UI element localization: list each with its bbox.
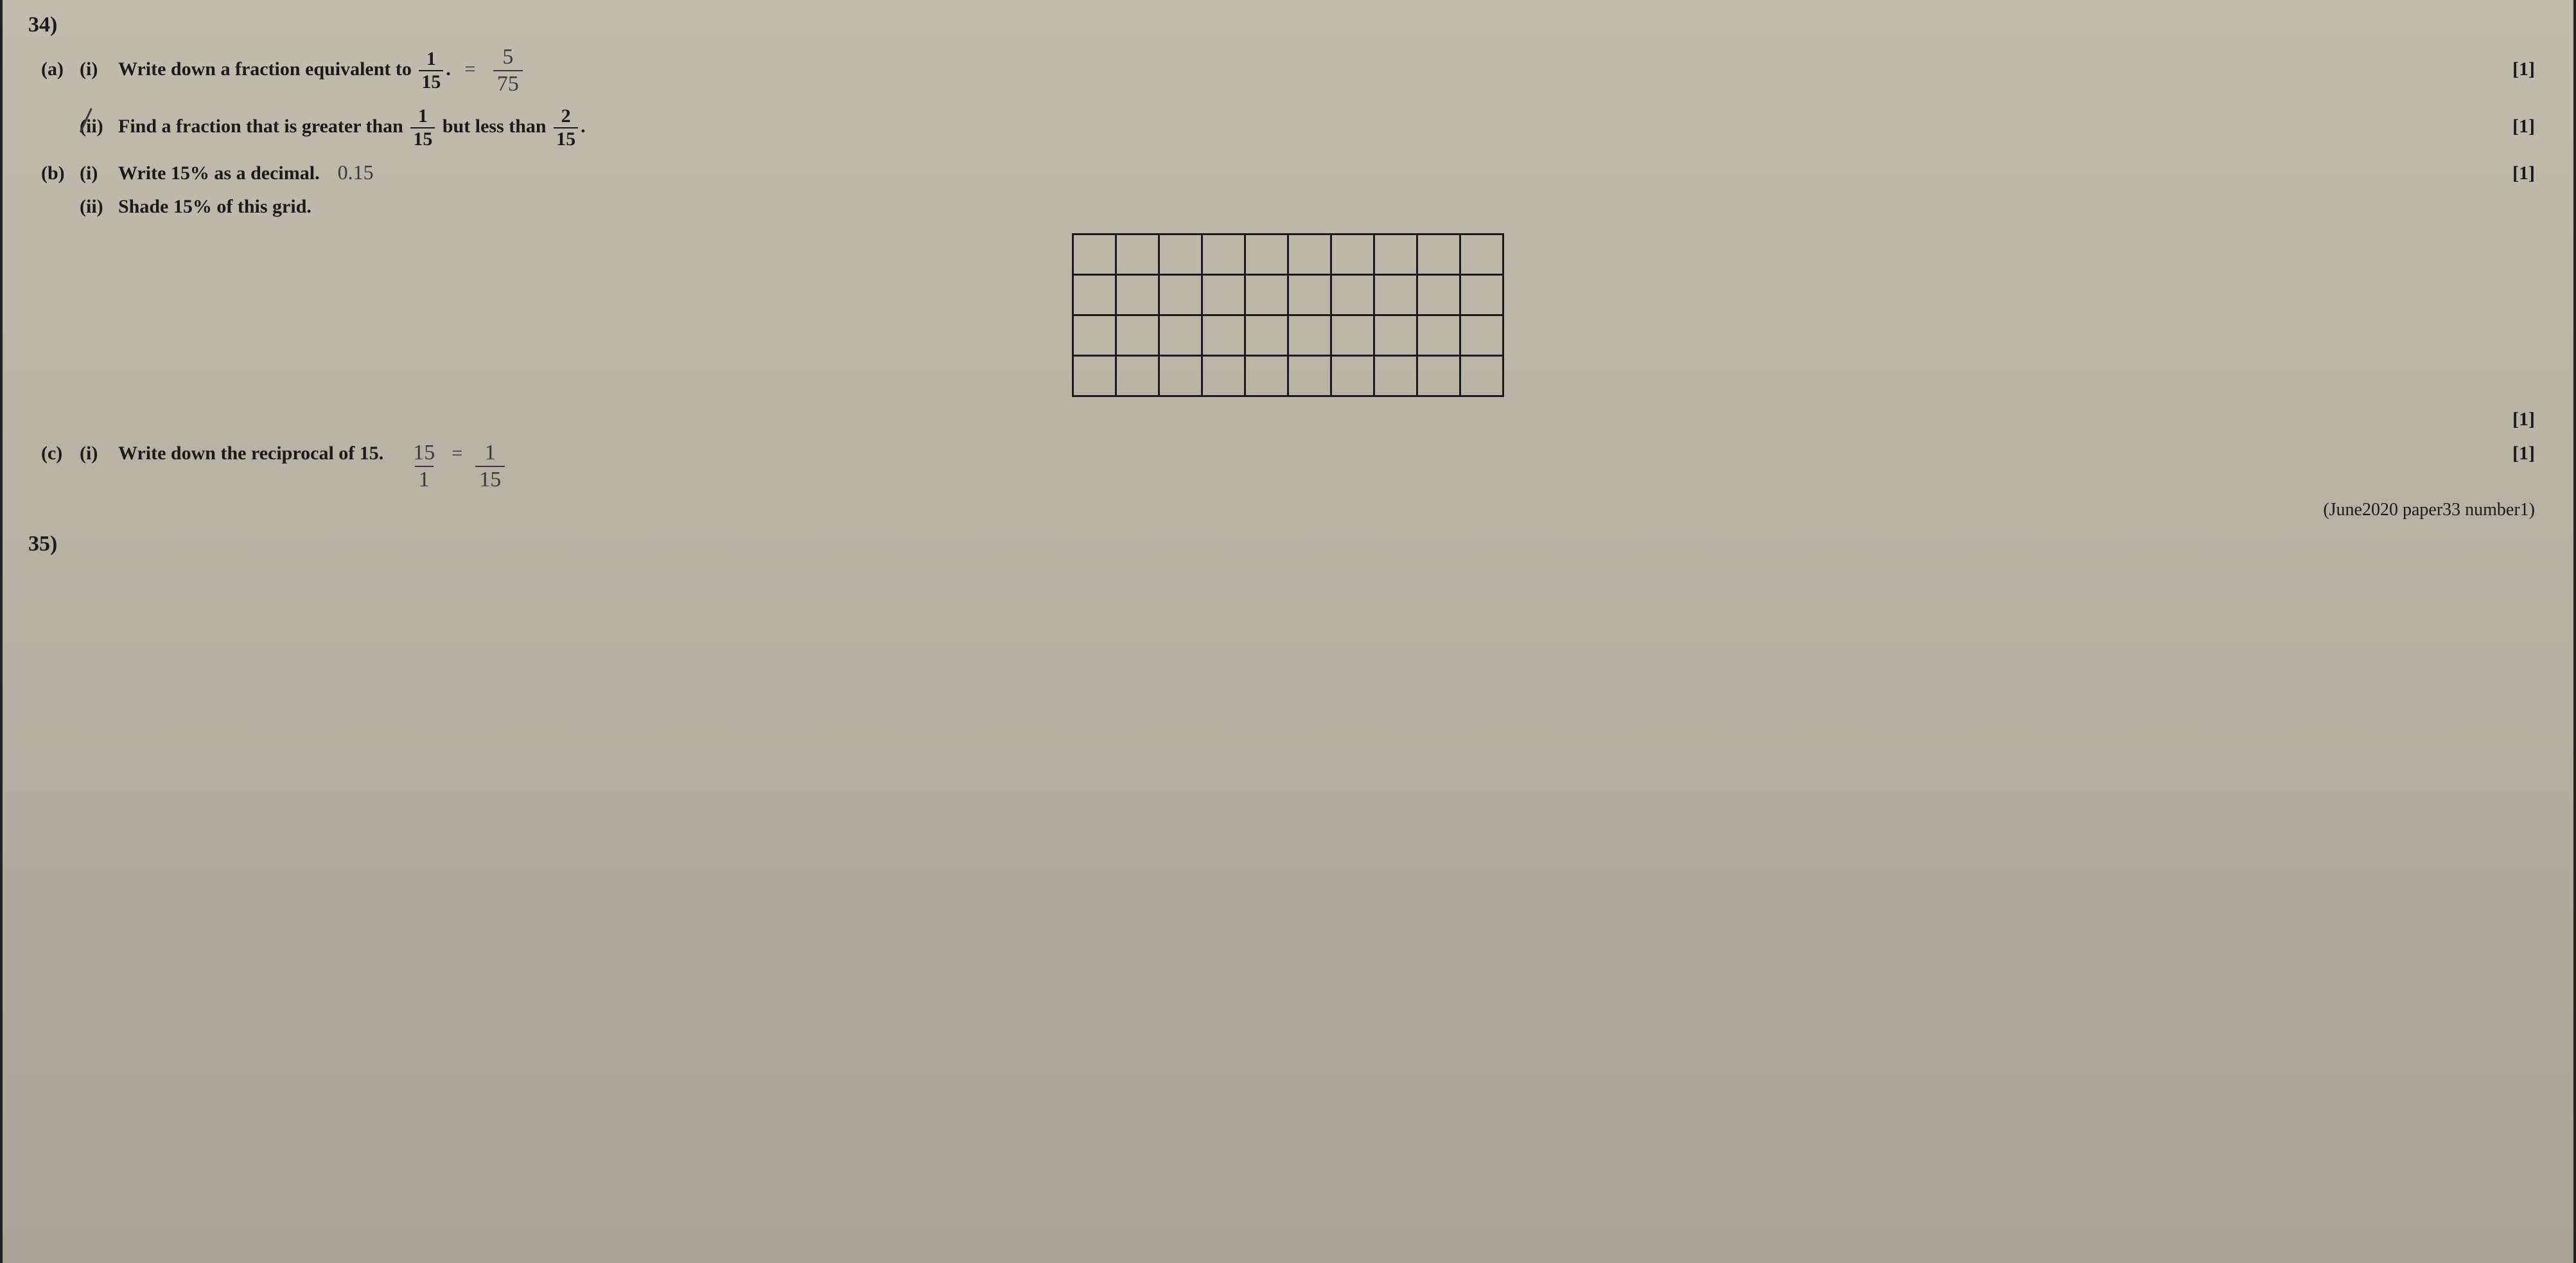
- part-a-i-row: (a) (i) Write down a fraction equivalent…: [41, 46, 2535, 95]
- text-b-ii: Shade 15% of this grid.: [118, 196, 311, 218]
- grid-cell: [1374, 315, 1417, 356]
- hw-num: 1: [481, 442, 500, 466]
- grid-cell: [1331, 315, 1374, 356]
- marks-b-ii: [1]: [2487, 409, 2535, 430]
- paper-source: (June2020 paper33 number1): [41, 500, 2535, 520]
- grid-cell: [1417, 275, 1460, 315]
- grid-cell: [1073, 234, 1116, 275]
- grid-cell: [1202, 234, 1245, 275]
- grid-cell: [1288, 275, 1331, 315]
- part-b-ii-row: (ii) Shade 15% of this grid.: [80, 196, 2535, 218]
- grid-cell: [1460, 356, 1503, 396]
- period-a-i: .: [446, 58, 451, 80]
- fraction-1-15-b: 1 15: [410, 107, 435, 149]
- grid-cell: [1202, 315, 1245, 356]
- grid-cell: [1073, 356, 1116, 396]
- grid-cell: [1417, 356, 1460, 396]
- label-a-i: (i): [80, 58, 118, 80]
- label-b-i: (i): [80, 163, 118, 184]
- grid-cell: [1245, 275, 1288, 315]
- hw-answer-b-i: 0.15: [338, 161, 374, 184]
- grid-cell: [1374, 356, 1417, 396]
- grid-cell: [1417, 315, 1460, 356]
- marks-b-i: [1]: [2487, 163, 2535, 184]
- grid-cell: [1374, 234, 1417, 275]
- grid-cell: [1245, 315, 1288, 356]
- hw-fraction-15-1: 15 1: [409, 442, 439, 491]
- part-a-ii-row: (ii) Find a fraction that is greater tha…: [80, 107, 2535, 149]
- frac-den: 15: [554, 127, 578, 149]
- grid-cell: [1245, 234, 1288, 275]
- grid-cell: [1159, 234, 1202, 275]
- hw-equals-c-i: =: [451, 443, 462, 464]
- period-a-ii: .: [581, 116, 586, 137]
- grid-cell: [1417, 234, 1460, 275]
- hw-fraction-5-75: 5 75: [493, 46, 523, 95]
- hw-den: 1: [415, 466, 434, 491]
- text-b-i: Write 15% as a decimal.: [118, 163, 320, 184]
- text-a-i: Write down a fraction equivalent to 1 15…: [118, 46, 527, 95]
- label-b-ii: (ii): [80, 196, 118, 218]
- frac-num: 2: [559, 107, 574, 127]
- marks-b-ii-row: [1]: [41, 409, 2535, 430]
- grid-cell: [1159, 315, 1202, 356]
- grid-cell: [1331, 234, 1374, 275]
- grid-cell: [1116, 234, 1159, 275]
- label-c: (c): [41, 443, 80, 464]
- question-number-35: 35): [28, 532, 2535, 556]
- grid-cell: [1460, 275, 1503, 315]
- frac-den: 15: [419, 70, 443, 92]
- label-c-i: (i): [80, 443, 118, 464]
- text-a-i-before: Write down a fraction equivalent to: [118, 58, 416, 80]
- grid-cell: [1116, 356, 1159, 396]
- text-a-ii-before: Find a fraction that is greater than: [118, 116, 408, 137]
- grid-cell: [1331, 356, 1374, 396]
- part-c-i-row: (c) (i) Write down the reciprocal of 15.…: [41, 442, 2535, 491]
- fraction-2-15: 2 15: [554, 107, 578, 149]
- grid-cell: [1288, 315, 1331, 356]
- hw-num: 15: [409, 442, 439, 466]
- text-c-i: Write down the reciprocal of 15.: [118, 443, 383, 464]
- label-b: (b): [41, 163, 80, 184]
- grid-cell: [1073, 275, 1116, 315]
- frac-num: 1: [416, 107, 430, 127]
- text-a-ii: Find a fraction that is greater than 1 1…: [118, 107, 586, 149]
- marks-a-ii: [1]: [2487, 116, 2535, 137]
- hw-den: 75: [493, 70, 523, 95]
- grid-cell: [1202, 275, 1245, 315]
- grid-cell: [1159, 275, 1202, 315]
- grid-cell: [1116, 315, 1159, 356]
- question-number-34: 34): [28, 13, 2535, 37]
- grid-cell: [1288, 356, 1331, 396]
- frac-den: 15: [410, 127, 435, 149]
- grid-cell: [1374, 275, 1417, 315]
- worksheet-page: 34) (a) (i) Write down a fraction equiva…: [0, 0, 2576, 1263]
- hw-den: 15: [475, 466, 505, 491]
- hw-equals-a-i: =: [464, 58, 475, 80]
- grid-cell: [1245, 356, 1288, 396]
- shade-grid: [1072, 233, 1504, 397]
- grid-cell: [1116, 275, 1159, 315]
- grid-cell: [1460, 315, 1503, 356]
- marks-a-i: [1]: [2487, 58, 2535, 80]
- grid-wrap: [41, 233, 2535, 397]
- text-a-ii-mid: but less than: [442, 116, 551, 137]
- fraction-1-15: 1 15: [419, 49, 443, 92]
- label-a-ii: (ii): [80, 116, 118, 137]
- grid-cell: [1331, 275, 1374, 315]
- grid-cell: [1288, 234, 1331, 275]
- part-b-i-row: (b) (i) Write 15% as a decimal. 0.15 [1]: [41, 161, 2535, 184]
- grid-cell: [1159, 356, 1202, 396]
- grid-cell: [1202, 356, 1245, 396]
- label-a: (a): [41, 58, 80, 80]
- hw-fraction-1-15: 1 15: [475, 442, 505, 491]
- frac-num: 1: [424, 49, 439, 70]
- grid-cell: [1073, 315, 1116, 356]
- grid-cell: [1460, 234, 1503, 275]
- hw-num: 5: [498, 46, 517, 70]
- marks-c-i: [1]: [2487, 443, 2535, 464]
